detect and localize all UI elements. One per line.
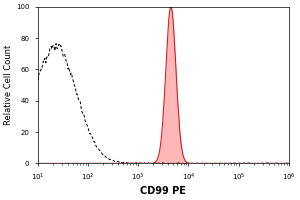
X-axis label: CD99 PE: CD99 PE [140,186,186,196]
Y-axis label: Relative Cell Count: Relative Cell Count [4,45,13,125]
